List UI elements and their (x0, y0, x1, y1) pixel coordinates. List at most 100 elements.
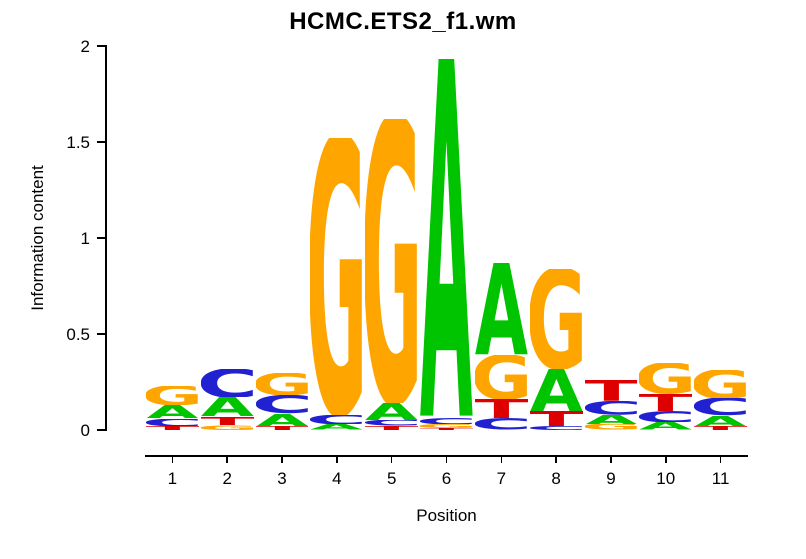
y-tick-label: 0.5 (66, 324, 90, 344)
svg-text:C: C (694, 398, 747, 415)
x-tick (445, 455, 448, 463)
logo-letter-c-pos10: C (639, 411, 692, 423)
svg-text:G: G (694, 370, 747, 399)
logo-letter-c-pos3: C (256, 395, 309, 413)
logo-letter-t-pos7: T (475, 399, 528, 418)
x-tick-label: 5 (386, 469, 397, 488)
svg-text:C: C (585, 401, 638, 414)
logo-letter-g-pos5: G (365, 119, 418, 403)
svg-text:A: A (639, 422, 692, 430)
svg-text:A: A (420, 59, 473, 418)
logo-letter-c-pos9: C (585, 401, 638, 414)
svg-text:G: G (639, 363, 692, 394)
svg-text:T: T (694, 426, 747, 430)
svg-text:C: C (256, 395, 309, 413)
logo-letter-a-pos2: A (201, 397, 254, 416)
y-tick (97, 141, 106, 143)
logo-letter-a-pos11: A (694, 416, 747, 427)
svg-text:C: C (530, 426, 583, 430)
logo-letter-a-pos10: A (639, 422, 692, 430)
logo-letter-a-pos9: A (585, 415, 638, 425)
logo-letter-g-pos10: G (639, 363, 692, 394)
logo-letter-a-pos4: A (310, 424, 363, 430)
logo-letter-a-pos1: A (146, 405, 199, 418)
x-tick (336, 455, 338, 463)
svg-text:T: T (256, 426, 309, 430)
svg-text:A: A (201, 397, 254, 416)
logo-letter-t-pos6: T (420, 428, 473, 430)
svg-text:G: G (530, 269, 583, 369)
svg-text:A: A (310, 424, 363, 430)
svg-text:G: G (146, 386, 199, 405)
logo-letter-g-pos8: G (530, 269, 583, 369)
svg-text:G: G (201, 425, 254, 430)
x-tick-label: 9 (606, 469, 616, 488)
svg-text:G: G (585, 424, 638, 430)
logo-letter-g-pos7: G (475, 355, 528, 399)
logo-letter-t-pos11: T (694, 426, 747, 430)
x-tick (555, 455, 557, 463)
svg-text:C: C (420, 418, 473, 425)
x-tick-label: 7 (496, 469, 507, 488)
logo-letter-c-pos6: C (420, 418, 473, 425)
logo-letter-t-pos3: T (256, 426, 309, 430)
svg-text:G: G (420, 424, 473, 428)
svg-text:C: C (201, 369, 254, 398)
svg-text:T: T (365, 426, 418, 430)
y-tick (97, 45, 106, 47)
y-tick (97, 237, 106, 239)
logo-letter-c-pos1: C (146, 419, 199, 427)
svg-text:T: T (585, 380, 638, 401)
y-axis-label-text: Information content (28, 165, 47, 311)
y-tick-label: 2 (80, 36, 90, 56)
logo-letter-t-pos8: T (530, 411, 583, 426)
logo-letter-c-pos5: C (365, 420, 418, 426)
svg-text:T: T (201, 417, 254, 426)
logo-letter-a-pos7: A (475, 263, 528, 355)
y-tick-label: 1.5 (66, 132, 90, 152)
x-tick (719, 455, 722, 463)
x-tick (610, 455, 612, 463)
x-axis-label: Position (416, 506, 477, 525)
logo-letter-t-pos5: T (365, 426, 418, 430)
x-tick (665, 455, 667, 463)
svg-text:G: G (475, 355, 528, 399)
y-tick-label: 1 (80, 228, 90, 248)
svg-text:G: G (365, 119, 418, 403)
logo-letter-c-pos8: C (530, 426, 583, 430)
x-tick-label: 10 (656, 469, 676, 488)
x-tick (281, 455, 283, 463)
x-tick-label: 6 (441, 469, 452, 488)
x-tick-label: 11 (711, 469, 730, 488)
x-tick-label: 3 (277, 469, 287, 488)
svg-text:A: A (585, 415, 638, 425)
logo-letter-c-pos7: C (475, 418, 528, 430)
logo-letter-t-pos2: T (201, 417, 254, 426)
logo-letter-g-pos3: G (256, 373, 309, 395)
logo-plot: TCAGGTACTACGACGTCAGTGCACTGACTAGGACTACTGT… (145, 46, 748, 431)
svg-text:A: A (475, 263, 528, 355)
logo-letter-t-pos10: T (639, 394, 692, 411)
y-tick (97, 333, 106, 335)
logo-letter-g-pos9: G (585, 424, 638, 430)
logo-letter-g-pos6: G (420, 424, 473, 428)
svg-text:G: G (310, 138, 363, 414)
logo-letter-c-pos2: C (201, 369, 254, 398)
svg-text:A: A (694, 416, 747, 427)
svg-text:T: T (530, 411, 583, 426)
y-tick (97, 429, 106, 431)
logo-letter-t-pos1: T (146, 426, 199, 430)
svg-text:C: C (475, 418, 528, 430)
svg-text:T: T (639, 394, 692, 411)
x-tick-label: 1 (167, 469, 178, 488)
svg-text:T: T (146, 426, 199, 430)
logo-letter-c-pos11: C (694, 398, 747, 415)
svg-text:C: C (146, 419, 199, 427)
svg-text:C: C (639, 411, 692, 423)
logo-letter-c-pos4: C (310, 415, 363, 425)
logo-letter-g-pos2: G (201, 425, 254, 430)
svg-text:G: G (256, 373, 309, 395)
x-tick (500, 455, 503, 463)
y-tick-label: 0 (80, 420, 90, 440)
logo-letter-g-pos1: G (146, 386, 199, 405)
